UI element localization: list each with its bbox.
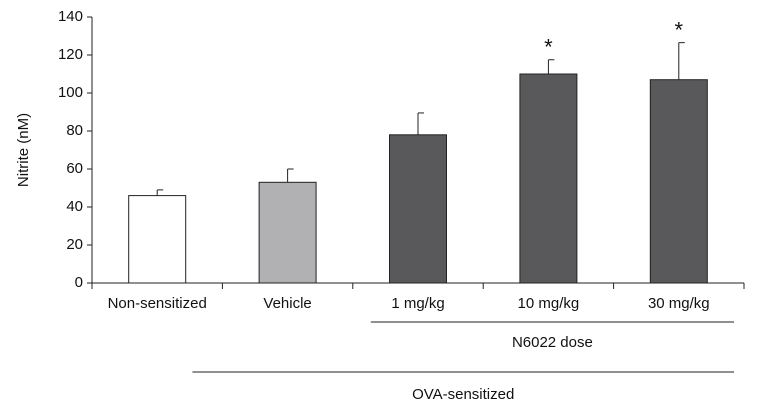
y-tick-label: 0 — [75, 274, 83, 291]
bar — [389, 134, 447, 284]
y-tick-label: 20 — [66, 236, 83, 253]
y-tick-label: 40 — [66, 198, 83, 215]
bar — [258, 181, 317, 284]
x-tick-label: 1 mg/kg — [391, 295, 444, 312]
annotation: * — [544, 35, 553, 60]
y-tick-label: 140 — [58, 8, 83, 25]
y-tick-label: 60 — [66, 160, 83, 177]
x-tick-label: Vehicle — [263, 295, 311, 312]
y-tick-label: 100 — [58, 84, 83, 101]
y-tick-label: 80 — [66, 122, 83, 139]
bar — [649, 79, 708, 284]
group-label: N6022 dose — [512, 334, 593, 351]
bar — [128, 195, 187, 284]
x-tick-label: 10 mg/kg — [518, 295, 580, 312]
annotation: * — [675, 17, 684, 42]
y-tick-label: 120 — [58, 46, 83, 63]
bar — [519, 73, 578, 284]
x-tick-label: 30 mg/kg — [648, 295, 710, 312]
y-axis-label: Nitrite (nM) — [15, 113, 32, 187]
group-label: OVA-sensitized — [412, 386, 514, 403]
x-tick-label: Non-sensitized — [108, 295, 207, 312]
